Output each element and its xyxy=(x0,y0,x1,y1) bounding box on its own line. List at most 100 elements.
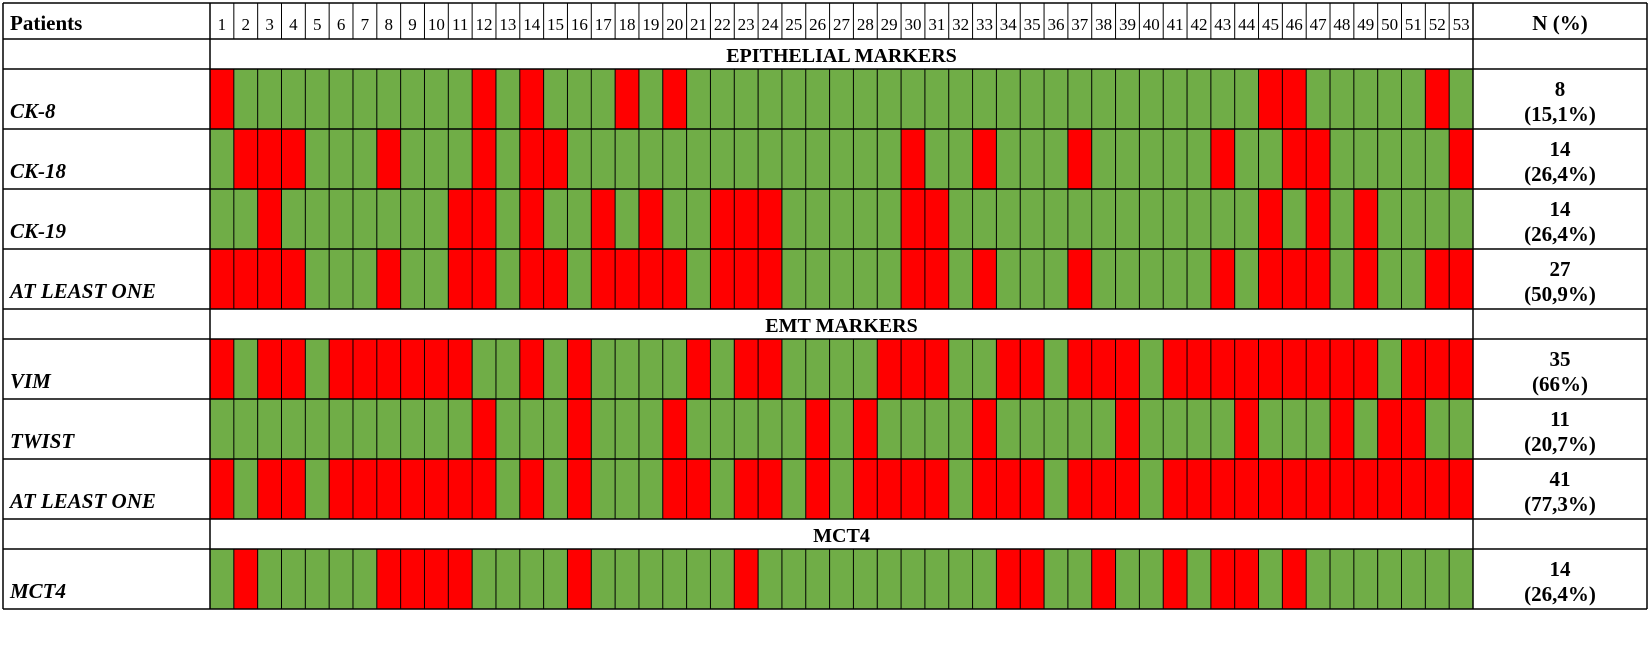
heatmap-cell xyxy=(1234,69,1259,129)
heatmap-cell xyxy=(352,129,377,189)
heatmap-cell xyxy=(710,399,735,459)
patient-number: 38 xyxy=(1095,15,1112,34)
patient-number: 9 xyxy=(408,15,417,34)
heatmap-cell xyxy=(662,129,687,189)
heatmap-cell xyxy=(996,549,1021,609)
heatmap-cell xyxy=(376,459,401,519)
heatmap-cell xyxy=(638,339,663,399)
heatmap-cell xyxy=(591,129,616,189)
heatmap-cell xyxy=(686,129,711,189)
heatmap-cell xyxy=(376,549,401,609)
heatmap-cell xyxy=(281,189,306,249)
heatmap-cell xyxy=(448,69,473,129)
heatmap-cell xyxy=(1091,399,1116,459)
heatmap-cell xyxy=(495,459,520,519)
heatmap-cell xyxy=(1282,69,1307,129)
heatmap-cell xyxy=(1330,189,1354,249)
row-percent: (50,9%) xyxy=(1524,282,1596,306)
patient-number: 39 xyxy=(1119,15,1136,34)
patient-number: 26 xyxy=(809,15,826,34)
heatmap-cell xyxy=(1306,249,1331,309)
heatmap-cell xyxy=(519,459,544,519)
heatmap-cell xyxy=(924,249,949,309)
heatmap-cell xyxy=(448,549,473,609)
patient-number: 6 xyxy=(337,15,346,34)
heatmap-cell xyxy=(1020,339,1045,399)
heatmap-cell xyxy=(329,189,353,249)
row-label: CK-19 xyxy=(10,219,67,243)
heatmap-cell xyxy=(352,189,377,249)
heatmap-cell xyxy=(448,399,473,459)
heatmap-cell xyxy=(1187,339,1211,399)
heatmap-cell xyxy=(1163,129,1188,189)
heatmap-cell xyxy=(519,249,544,309)
heatmap-cell xyxy=(901,399,925,459)
heatmap-cell xyxy=(1067,189,1092,249)
heatmap-cell xyxy=(257,549,282,609)
patient-number: 8 xyxy=(384,15,393,34)
heatmap-cell xyxy=(710,549,735,609)
heatmap-cell xyxy=(1449,459,1473,519)
heatmap-cell xyxy=(543,189,568,249)
heatmap-cell xyxy=(996,249,1021,309)
heatmap-cell xyxy=(1115,249,1140,309)
heatmap-cell xyxy=(1187,189,1211,249)
heatmap-cell xyxy=(1425,69,1450,129)
heatmap-cell xyxy=(1282,249,1307,309)
heatmap-cell xyxy=(924,129,949,189)
patient-number: 19 xyxy=(642,15,659,34)
heatmap-cell xyxy=(1425,129,1450,189)
heatmap-cell xyxy=(686,339,711,399)
heatmap-cell xyxy=(233,549,258,609)
heatmap-cell xyxy=(972,459,997,519)
heatmap-cell xyxy=(1234,459,1259,519)
heatmap-cell xyxy=(1091,69,1116,129)
heatmap-cell xyxy=(615,129,639,189)
heatmap-cell xyxy=(948,339,973,399)
heatmap-cell xyxy=(829,129,854,189)
heatmap-cell xyxy=(1115,129,1140,189)
heatmap-cell xyxy=(1306,189,1331,249)
heatmap-cell xyxy=(615,399,639,459)
heatmap-cell xyxy=(758,129,782,189)
heatmap-cell xyxy=(924,549,949,609)
heatmap-cell xyxy=(734,549,759,609)
heatmap-cell xyxy=(734,339,759,399)
row-label: TWIST xyxy=(10,429,75,453)
heatmap-cell xyxy=(281,339,306,399)
heatmap-cell xyxy=(1115,339,1140,399)
heatmap-cell xyxy=(257,339,282,399)
heatmap-cell xyxy=(376,189,401,249)
patient-number: 42 xyxy=(1190,15,1207,34)
row-total: 27 xyxy=(1550,257,1571,281)
row-percent: (26,4%) xyxy=(1524,222,1596,246)
heatmap-cell xyxy=(281,399,306,459)
heatmap-cell xyxy=(710,189,735,249)
heatmap-cell xyxy=(758,339,782,399)
heatmap-cell xyxy=(662,399,687,459)
patient-number: 13 xyxy=(499,15,516,34)
patient-number: 12 xyxy=(476,15,493,34)
heatmap-cell xyxy=(1163,549,1188,609)
patient-number: 14 xyxy=(523,15,541,34)
heatmap-cell xyxy=(781,339,806,399)
patient-number: 41 xyxy=(1167,15,1184,34)
heatmap-cell xyxy=(1330,249,1354,309)
heatmap-cell xyxy=(591,399,616,459)
heatmap-cell xyxy=(376,339,401,399)
heatmap-cell xyxy=(996,339,1021,399)
heatmap-cell xyxy=(1139,249,1164,309)
heatmap-cell xyxy=(210,69,234,129)
heatmap-cell xyxy=(805,459,830,519)
heatmap-cell xyxy=(1377,459,1402,519)
row-percent: (26,4%) xyxy=(1524,582,1596,606)
patient-number: 51 xyxy=(1405,15,1422,34)
row-total: 11 xyxy=(1550,407,1570,431)
heatmap-cell xyxy=(519,339,544,399)
heatmap-cell xyxy=(972,69,997,129)
heatmap-cell xyxy=(1449,339,1473,399)
heatmap-cell xyxy=(1234,129,1259,189)
heatmap-cell xyxy=(924,399,949,459)
heatmap-cell xyxy=(591,69,616,129)
heatmap-cell xyxy=(972,549,997,609)
